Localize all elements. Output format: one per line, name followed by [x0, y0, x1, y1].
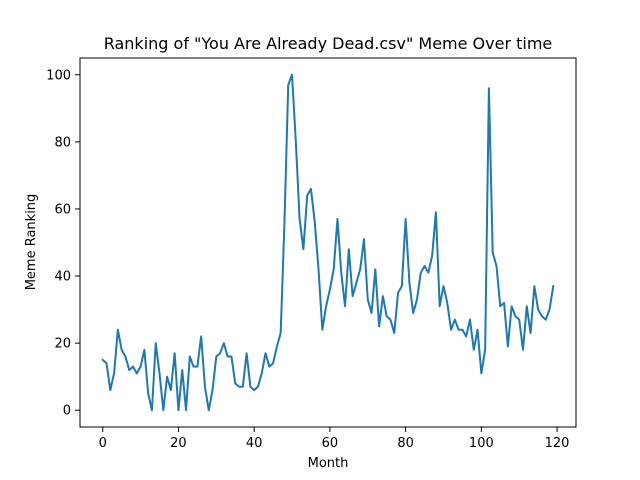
y-tick-label: 80: [54, 135, 71, 150]
y-axis: 0 20 40 60 80 100: [46, 68, 80, 419]
x-axis-label: Month: [308, 456, 349, 471]
series-line: [101, 73, 555, 412]
y-tick-label: 20: [54, 337, 71, 352]
x-tick-label: 60: [322, 436, 339, 451]
y-tick-label: 100: [46, 68, 71, 83]
x-tick-label: 100: [469, 436, 494, 451]
x-tick-label: 40: [246, 436, 263, 451]
y-tick-label: 0: [63, 404, 71, 419]
x-tick-label: 0: [99, 436, 107, 451]
plot-area: [101, 73, 555, 412]
x-tick-label: 80: [397, 436, 414, 451]
x-tick-label: 20: [170, 436, 187, 451]
y-tick-label: 60: [54, 202, 71, 217]
plot-frame: [79, 57, 577, 428]
y-tick-label: 40: [54, 270, 71, 285]
x-tick-label: 120: [545, 436, 570, 451]
chart-title: Ranking of "You Are Already Dead.csv" Me…: [104, 34, 553, 53]
x-axis: 0 20 40 60 80 100 120: [99, 427, 570, 451]
y-axis-label: Meme Ranking: [24, 194, 39, 291]
